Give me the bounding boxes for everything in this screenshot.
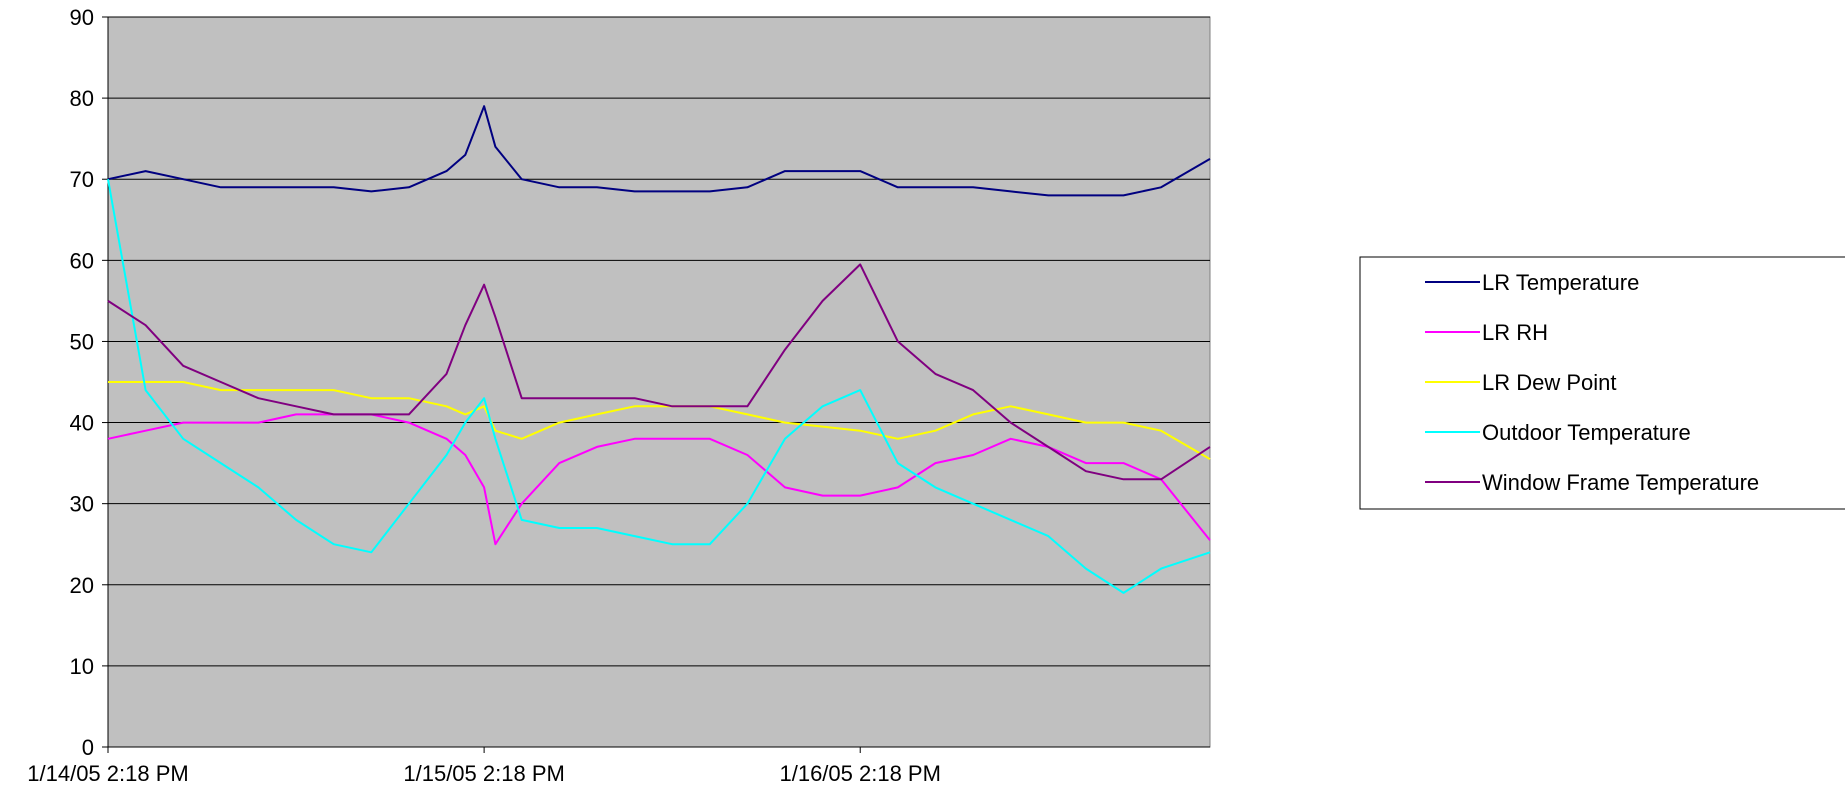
y-axis: 0 10 20 30 40 50 60 70 80 90 [70, 5, 109, 760]
x-axis: 1/14/05 2:18 PM 1/15/05 2:18 PM 1/16/05 2:… [27, 746, 1210, 786]
series-line-outdoor-temperature [107, 179, 1211, 594]
series-line-window-frame-temperature [107, 263, 1211, 481]
y-tick-label: 80 [70, 86, 94, 111]
y-tick-label: 30 [70, 492, 94, 517]
series-line-lr-rh [107, 413, 1211, 546]
y-tick-label: 90 [70, 5, 94, 30]
y-tick-label: 60 [70, 248, 94, 273]
gridlines [108, 16, 1210, 667]
legend: LR Temperature LR RH LR Dew Point Outdoor T… [1359, 256, 1845, 510]
y-tick-label: 0 [82, 735, 94, 760]
y-tick-label: 20 [70, 573, 94, 598]
x-tick-label: 1/14/05 2:18 PM [27, 761, 188, 786]
legend-label-lr-temperature: LR Temperature [1482, 270, 1639, 295]
series-line-lr-temperature [107, 105, 1211, 197]
y-tick-label: 10 [70, 654, 94, 679]
series-lines [107, 105, 1211, 594]
y-tick-label: 70 [70, 167, 94, 192]
x-tick-label: 1/16/05 2:18 PM [779, 761, 940, 786]
legend-label-outdoor-temperature: Outdoor Temperature [1482, 420, 1691, 445]
y-tick-label: 40 [70, 411, 94, 436]
legend-label-window-frame-temperature: Window Frame Temperature [1482, 470, 1759, 495]
legend-label-lr-dew-point: LR Dew Point [1482, 370, 1617, 395]
series-line-lr-dew-point [108, 381, 1211, 460]
x-tick-label: 1/15/05 2:18 PM [403, 761, 564, 786]
plot-area [107, 16, 1211, 748]
y-tick-label: 50 [70, 329, 94, 354]
legend-label-lr-rh: LR RH [1482, 320, 1548, 345]
